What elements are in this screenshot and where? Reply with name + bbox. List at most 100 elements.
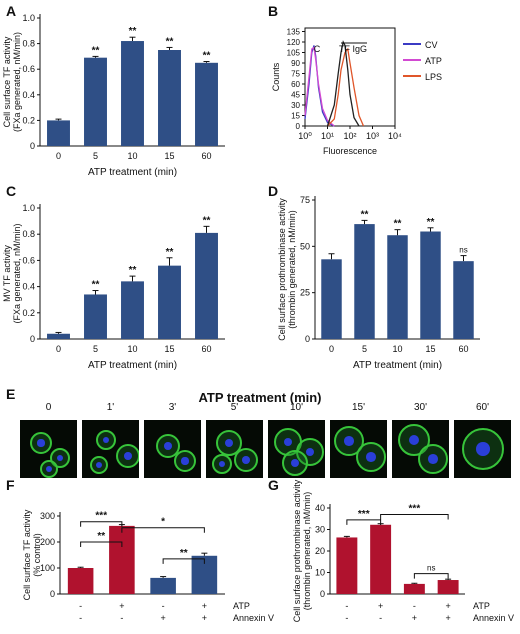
timepoint-label: 10' [289, 402, 304, 413]
significance-label: ** [394, 219, 402, 230]
y-axis-label-units: (FXa generated, nM/min) [12, 32, 22, 132]
timepoint-label: 15' [351, 402, 366, 413]
timepoint-label: 3' [168, 402, 177, 413]
bar-F-1 [109, 525, 135, 594]
bar-A-2 [121, 41, 144, 146]
bar-F-2 [150, 577, 176, 594]
cell-outline [96, 430, 116, 450]
significance-label: ** [129, 265, 137, 276]
bar-D-0 [321, 259, 342, 339]
y-tick-label: 0 [320, 589, 325, 599]
significance-label: ** [92, 45, 100, 56]
y-tick-label: 50 [300, 241, 310, 251]
panel-label-b: B [268, 3, 278, 19]
y-axis-label: MV TF activity [2, 245, 12, 302]
y-axis-label: Cell surface TF activity [2, 36, 12, 127]
y-tick-label: 120 [287, 38, 301, 47]
cell-nucleus [366, 452, 376, 462]
y-tick-label: 0 [30, 141, 35, 151]
x-tick-label: 10 [127, 344, 137, 354]
condition-mark: - [79, 613, 82, 623]
micrograph-tile [82, 420, 139, 478]
cell-nucleus [476, 442, 490, 456]
bar-C-4 [195, 232, 218, 339]
series-line-atp [304, 46, 335, 127]
bar-D-3 [420, 231, 441, 339]
y-tick-label: 10 [315, 568, 325, 578]
y-axis-label-units: (FXa generated, nM/min) [12, 223, 22, 323]
x-tick-label: 60 [201, 344, 211, 354]
bar-C-2 [121, 281, 144, 339]
micro-title: ATP treatment (min) [198, 390, 322, 405]
y-tick-label: 135 [287, 28, 301, 37]
bar-D-4 [453, 261, 474, 339]
x-tick-label: 5 [93, 344, 98, 354]
cell-outline [356, 442, 386, 472]
bar-A-3 [158, 50, 181, 146]
cell-nucleus [428, 454, 438, 464]
condition-mark: + [445, 601, 450, 611]
bracket-label: ** [97, 531, 105, 542]
x-tick-label: 0 [56, 344, 61, 354]
bar-G-0 [336, 537, 358, 594]
significance-label: ** [203, 215, 211, 226]
y-axis-label: Cell surface prothrombinase activity [292, 479, 302, 622]
x-tick-label: 10³ [366, 131, 379, 141]
y-axis-label: Cell surface TF activity [22, 509, 32, 600]
cell-nucleus [224, 438, 234, 448]
significance-bracket [121, 527, 205, 533]
panel-e-label: E [6, 386, 16, 402]
series-line-cv [304, 45, 335, 127]
bracket-label: * [161, 517, 165, 528]
bar-D-2 [387, 235, 408, 339]
cell-outline [462, 428, 504, 470]
significance-label: ns [459, 246, 467, 255]
condition-mark: - [162, 601, 165, 611]
condition-label: ATP [233, 601, 250, 611]
significance-label: ** [203, 51, 211, 62]
x-tick-label: 10⁰ [298, 131, 312, 141]
condition-mark: + [378, 601, 383, 611]
bar-C-1 [84, 294, 107, 339]
y-axis-label: Counts [271, 62, 281, 91]
cell-nucleus [408, 434, 420, 446]
y-tick-label: 75 [300, 195, 310, 205]
y-tick-label: 90 [291, 59, 300, 68]
y-tick-label: 75 [291, 70, 300, 79]
significance-bracket [80, 541, 123, 547]
significance-label: ** [427, 217, 435, 228]
y-tick-label: 45 [291, 91, 300, 100]
cell-outline [30, 432, 52, 454]
legend-label: ATP [425, 56, 442, 66]
condition-label: Annexin V [233, 613, 274, 623]
panel-label-f: F [6, 477, 15, 493]
cell-outline [212, 454, 232, 474]
bar-A-0 [47, 120, 70, 146]
x-tick-label: 10⁴ [388, 131, 402, 141]
y-tick-label: 30 [315, 525, 325, 535]
y-tick-label: 0.6 [22, 64, 35, 74]
significance-label: ** [92, 280, 100, 291]
bar-F-0 [67, 568, 94, 594]
timepoint-label: 0 [45, 402, 52, 413]
x-tick-label: 10 [127, 151, 137, 161]
significance-bracket [80, 521, 123, 527]
cell-nucleus [46, 466, 52, 472]
condition-label: ATP [473, 601, 490, 611]
x-axis-label: ATP treatment (min) [88, 167, 177, 178]
y-tick-label: 0.2 [22, 308, 35, 318]
y-tick-label: 1.0 [22, 13, 35, 23]
cell-nucleus [242, 456, 250, 464]
y-tick-label: 25 [300, 288, 310, 298]
cell-outline [40, 460, 58, 478]
series-line-unlabeled [326, 40, 360, 127]
panel-label-g: G [268, 477, 279, 493]
panel-label-c: C [6, 183, 16, 199]
legend-label: LPS [425, 72, 442, 82]
y-tick-label: 0.4 [22, 90, 35, 100]
micrograph-tile [268, 420, 325, 478]
y-tick-label: 0 [50, 589, 55, 599]
bar-D-1 [354, 224, 375, 339]
significance-label: ** [166, 247, 174, 258]
micrograph-strip: 0 1' 3' 5' 10' 15' 30' 60' [20, 402, 516, 478]
